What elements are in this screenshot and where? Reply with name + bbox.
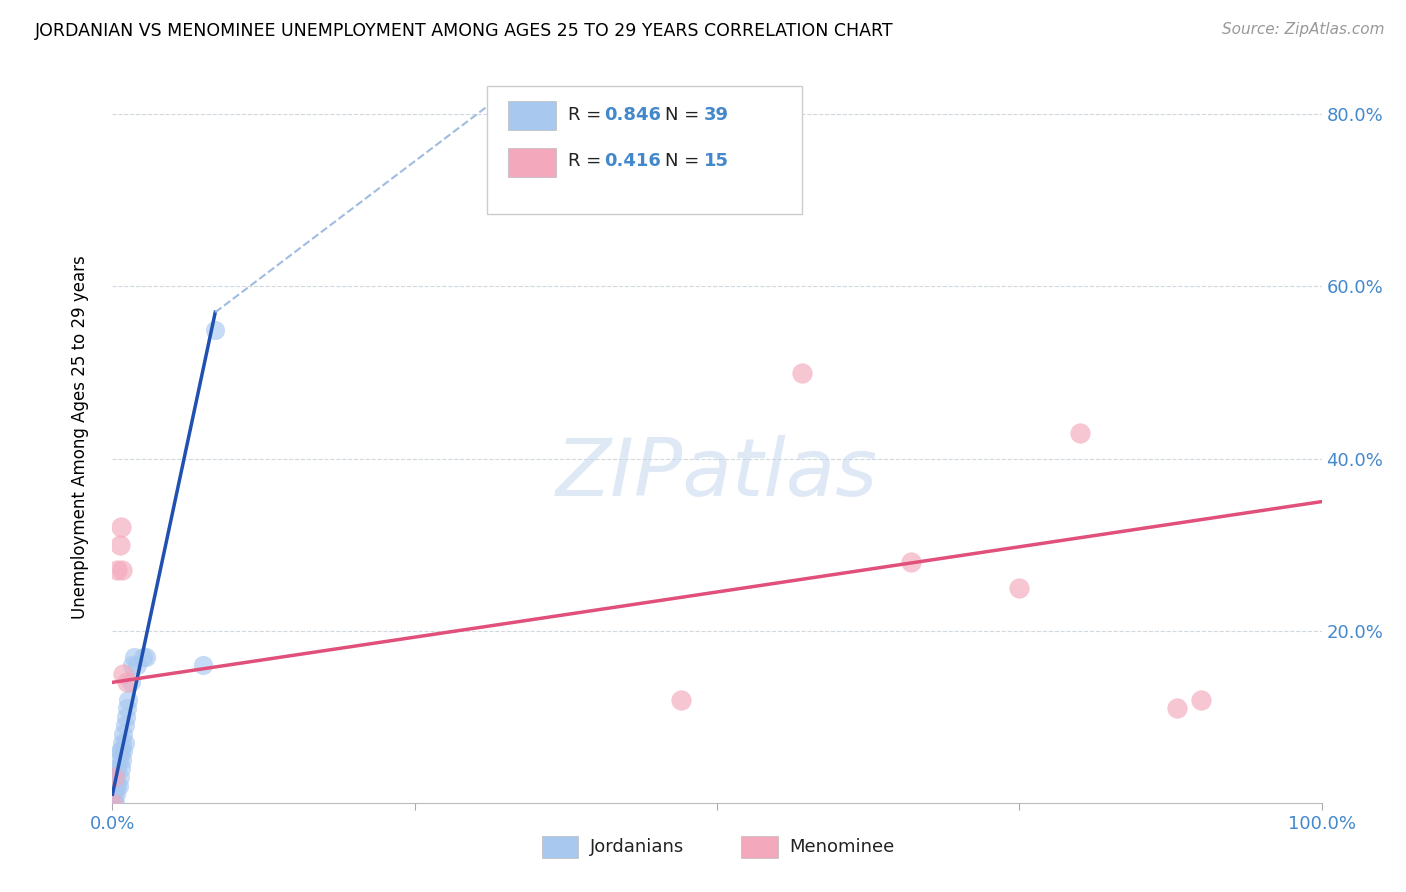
Point bbox=[900, 555, 922, 569]
Point bbox=[107, 753, 129, 767]
Y-axis label: Unemployment Among Ages 25 to 29 years: Unemployment Among Ages 25 to 29 years bbox=[70, 255, 89, 619]
Point bbox=[117, 692, 139, 706]
Text: 0.846: 0.846 bbox=[605, 105, 662, 123]
Text: N =: N = bbox=[665, 153, 704, 170]
Point bbox=[108, 538, 131, 552]
Point bbox=[204, 322, 226, 336]
Text: 0.416: 0.416 bbox=[605, 153, 661, 170]
Point bbox=[104, 796, 127, 810]
Point bbox=[112, 744, 135, 758]
Text: JORDANIAN VS MENOMINEE UNEMPLOYMENT AMONG AGES 25 TO 29 YEARS CORRELATION CHART: JORDANIAN VS MENOMINEE UNEMPLOYMENT AMON… bbox=[35, 22, 894, 40]
Point bbox=[108, 770, 131, 784]
Point bbox=[101, 796, 124, 810]
Point bbox=[110, 520, 132, 534]
Point bbox=[104, 779, 127, 793]
Point bbox=[135, 649, 157, 664]
Point bbox=[114, 710, 136, 724]
FancyBboxPatch shape bbox=[508, 101, 557, 130]
FancyBboxPatch shape bbox=[541, 836, 578, 858]
FancyBboxPatch shape bbox=[508, 148, 557, 178]
Text: 15: 15 bbox=[704, 153, 728, 170]
Point bbox=[101, 770, 124, 784]
Text: R =: R = bbox=[568, 105, 607, 123]
Point bbox=[101, 787, 124, 801]
Point bbox=[132, 649, 155, 664]
Point bbox=[107, 779, 129, 793]
Point bbox=[110, 761, 132, 775]
Point bbox=[101, 796, 124, 810]
Point bbox=[105, 779, 128, 793]
Point bbox=[191, 658, 214, 673]
Point bbox=[1189, 692, 1212, 706]
Point bbox=[101, 787, 124, 801]
Point bbox=[105, 761, 128, 775]
Point bbox=[111, 735, 134, 749]
Point bbox=[111, 564, 134, 578]
Point bbox=[103, 787, 125, 801]
FancyBboxPatch shape bbox=[488, 86, 801, 214]
Point bbox=[112, 727, 135, 741]
Text: Source: ZipAtlas.com: Source: ZipAtlas.com bbox=[1222, 22, 1385, 37]
Point bbox=[101, 796, 124, 810]
Point bbox=[115, 701, 138, 715]
Text: R =: R = bbox=[568, 153, 607, 170]
Point bbox=[112, 666, 135, 681]
Point bbox=[1008, 581, 1031, 595]
Point bbox=[114, 718, 136, 732]
Point bbox=[108, 744, 131, 758]
Point bbox=[114, 735, 136, 749]
Text: N =: N = bbox=[665, 105, 704, 123]
Point bbox=[115, 675, 138, 690]
Point bbox=[125, 658, 148, 673]
Point bbox=[790, 366, 813, 380]
Point bbox=[122, 649, 145, 664]
Point bbox=[120, 675, 142, 690]
FancyBboxPatch shape bbox=[741, 836, 778, 858]
Text: 39: 39 bbox=[704, 105, 728, 123]
Point bbox=[105, 787, 128, 801]
Point bbox=[105, 770, 128, 784]
Point bbox=[103, 770, 125, 784]
Text: Menominee: Menominee bbox=[790, 838, 894, 855]
Point bbox=[669, 692, 692, 706]
Point bbox=[110, 744, 132, 758]
Point bbox=[101, 796, 124, 810]
Point bbox=[111, 753, 134, 767]
Point bbox=[1069, 425, 1091, 440]
Text: Jordanians: Jordanians bbox=[591, 838, 685, 855]
Point bbox=[103, 796, 125, 810]
Point bbox=[1166, 701, 1188, 715]
Text: ZIPatlas: ZIPatlas bbox=[555, 434, 879, 513]
Point bbox=[101, 779, 124, 793]
Point bbox=[105, 564, 128, 578]
Point bbox=[101, 779, 124, 793]
Point bbox=[121, 658, 143, 673]
